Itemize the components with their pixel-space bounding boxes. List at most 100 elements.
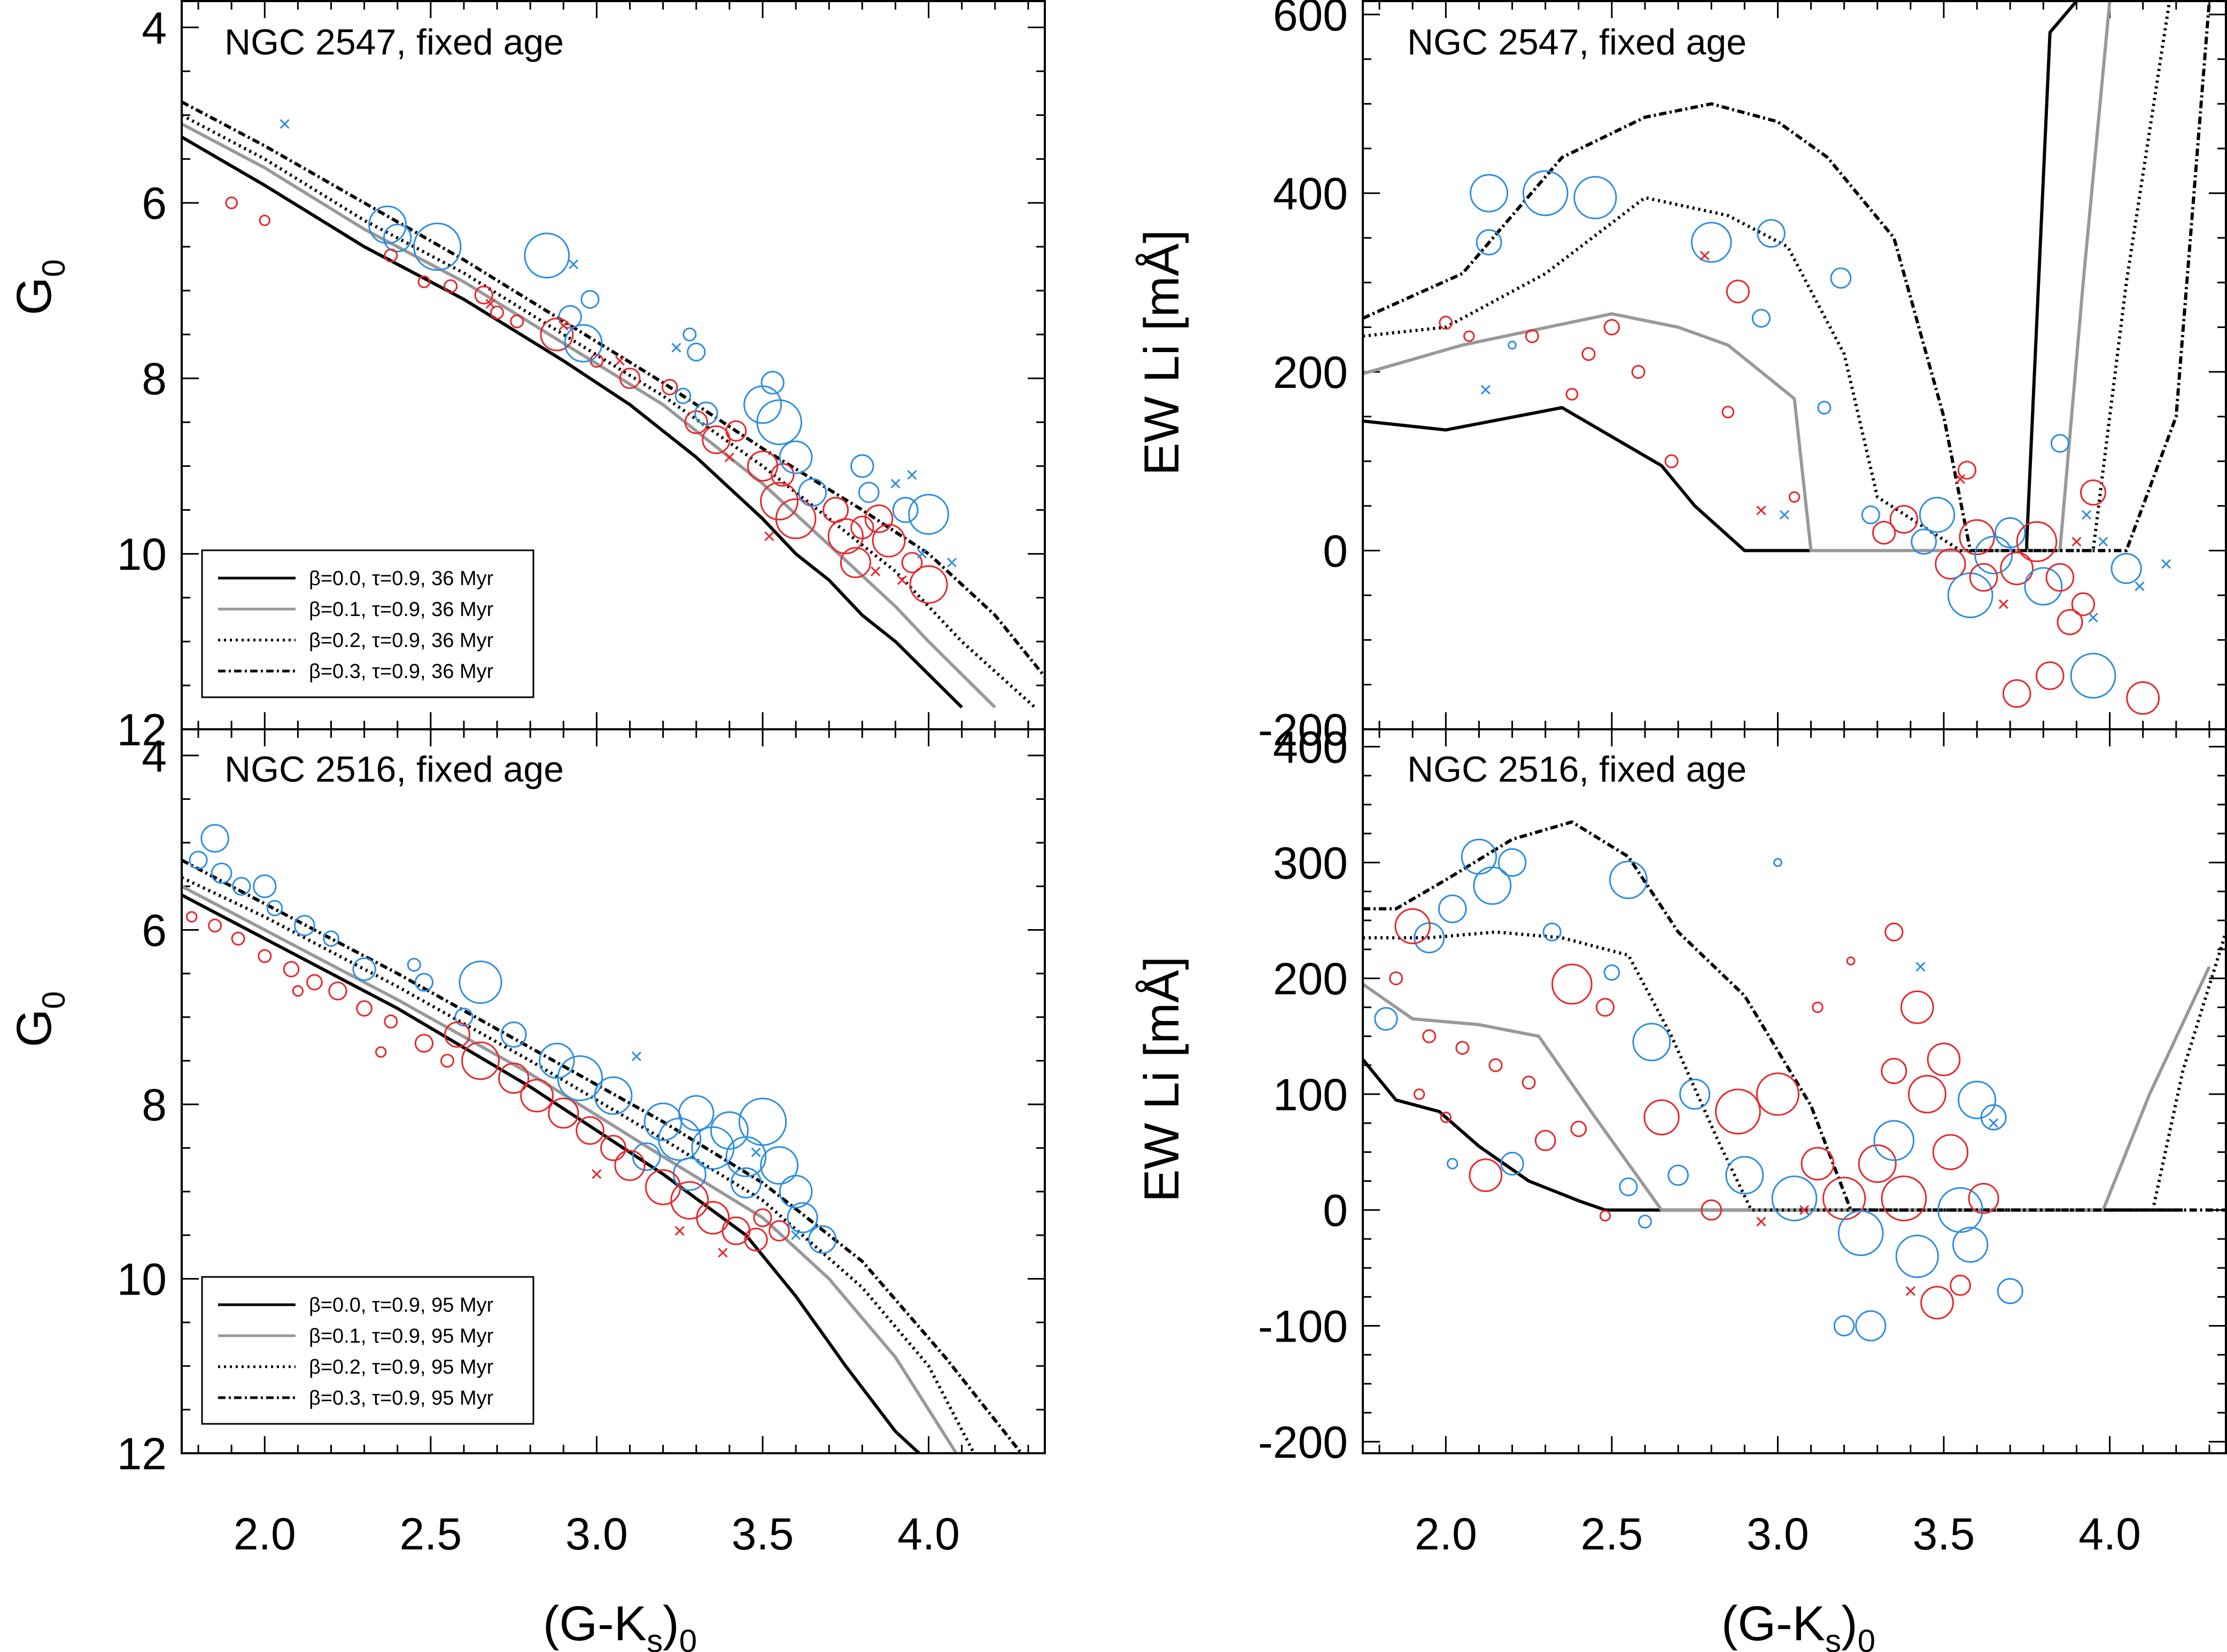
data-point xyxy=(490,305,505,320)
y-tick-labels: -200 -100 0 100 200 300 400 xyxy=(1258,722,1348,1468)
data-point xyxy=(292,985,304,997)
legend-label: β=0.0, τ=0.9, 95 Myr xyxy=(309,1294,494,1316)
data-point xyxy=(323,930,339,947)
data-point xyxy=(1873,1120,1915,1161)
data-point xyxy=(1872,520,1896,545)
data-point-x xyxy=(1700,251,1710,261)
y-tick-label: 100 xyxy=(1273,1070,1348,1120)
data-point xyxy=(1476,229,1502,256)
y-axis-title: EW Li [mÅ] xyxy=(1135,230,1189,476)
y-tick-labels: 4 6 8 10 12 xyxy=(117,3,167,755)
data-point-x xyxy=(764,531,774,541)
data-point-x xyxy=(2161,559,2171,569)
data-point-x xyxy=(2135,581,2145,591)
data-point xyxy=(1439,316,1453,330)
data-point-x xyxy=(671,342,681,353)
data-point xyxy=(185,911,198,923)
data-point xyxy=(1599,1210,1611,1222)
data-point xyxy=(1534,1129,1556,1151)
data-point xyxy=(1726,279,1750,303)
data-point xyxy=(1884,922,1904,942)
data-point xyxy=(1937,1187,1983,1233)
data-point xyxy=(760,1146,799,1185)
data-point xyxy=(1469,1158,1503,1193)
data-point xyxy=(2050,434,2070,453)
panel-title: NGC 2547, fixed age xyxy=(224,22,564,63)
data-point-x xyxy=(1779,510,1789,520)
data-point xyxy=(414,972,434,992)
data-point xyxy=(293,915,315,937)
data-point xyxy=(1771,1175,1818,1221)
data-point xyxy=(375,1046,387,1058)
data-point xyxy=(753,1208,772,1227)
data-point xyxy=(1581,347,1596,361)
data-point xyxy=(1950,1274,1971,1296)
data-point xyxy=(232,877,251,896)
data-point xyxy=(1751,309,1771,328)
data-point xyxy=(1570,1120,1587,1137)
data-point xyxy=(1858,1144,1897,1183)
data-point-x xyxy=(1756,1217,1766,1227)
x-tick-labels-right: 2.0 2.5 3.0 3.5 4.0 xyxy=(1415,1509,2141,1559)
data-point xyxy=(1837,1210,1884,1256)
data-point xyxy=(1638,1214,1652,1229)
data-point xyxy=(440,1054,454,1068)
data-point xyxy=(1932,1134,1969,1171)
data-point-x xyxy=(485,299,495,309)
panel-title: NGC 2547, fixed age xyxy=(1407,22,1747,63)
data-point xyxy=(1889,505,1919,534)
data-point xyxy=(1690,222,1732,263)
data-point xyxy=(2016,521,2058,563)
data-point xyxy=(1631,365,1646,379)
data-point xyxy=(1374,1007,1398,1031)
plot-area xyxy=(183,824,1023,1452)
data-point xyxy=(678,1095,715,1132)
data-point xyxy=(524,232,570,279)
data-point-x xyxy=(897,575,907,585)
data-point xyxy=(787,1202,818,1234)
data-point xyxy=(771,463,795,487)
data-point xyxy=(1595,998,1615,1017)
data-point-x xyxy=(1905,1286,1915,1296)
x-tick-label: 4.0 xyxy=(2078,1509,2141,1559)
data-point xyxy=(368,205,407,244)
data-point xyxy=(827,518,864,555)
data-point-x xyxy=(718,1248,728,1258)
data-point xyxy=(1447,1158,1458,1170)
ticks-group xyxy=(1363,729,2226,1453)
y-tick-label: 0 xyxy=(1323,526,1348,576)
data-point-x xyxy=(1799,1205,1810,1215)
legend-label: β=0.2, τ=0.9, 36 Myr xyxy=(309,629,494,652)
data-point xyxy=(1952,1227,1989,1263)
data-point xyxy=(2110,552,2142,585)
data-point xyxy=(200,824,229,853)
data-point xyxy=(1422,1029,1437,1043)
data-point xyxy=(444,1021,471,1048)
data-point xyxy=(383,223,412,253)
data-point xyxy=(661,379,678,395)
legend: β=0.0, τ=0.9, 36 Myr β=0.1, τ=0.9, 36 Myr… xyxy=(201,549,534,698)
data-point xyxy=(1927,1042,1961,1077)
panel-cmd-ngc2547: NGC 2547, fixed age β=0.0, τ=0.9, 36 Myr… xyxy=(7,0,1046,755)
panel-li-ngc2516: NGC 2516, fixed age -200 -100 0 100 200 300 40… xyxy=(1135,722,2227,1468)
data-point xyxy=(1995,517,2026,549)
data-point xyxy=(1455,1041,1470,1055)
x-tick-label: 2.0 xyxy=(234,1509,296,1559)
data-point-x xyxy=(1956,474,1966,484)
data-point-x xyxy=(2088,612,2098,623)
data-point xyxy=(1667,1164,1689,1186)
data-point xyxy=(850,516,874,540)
data-point xyxy=(407,957,421,972)
data-point xyxy=(1413,1088,1425,1100)
model-curve xyxy=(1364,2,2112,552)
data-point xyxy=(266,900,283,916)
data-point-x xyxy=(1915,962,1926,972)
data-point xyxy=(798,478,827,507)
data-point-x xyxy=(724,452,734,462)
data-point xyxy=(1817,400,1832,415)
model-curve xyxy=(1364,2,2171,552)
panel-title: NGC 2516, fixed age xyxy=(1407,749,1747,790)
y-tick-label: -200 xyxy=(1258,705,1348,755)
data-point xyxy=(1721,406,1735,419)
data-point xyxy=(1679,1078,1711,1110)
